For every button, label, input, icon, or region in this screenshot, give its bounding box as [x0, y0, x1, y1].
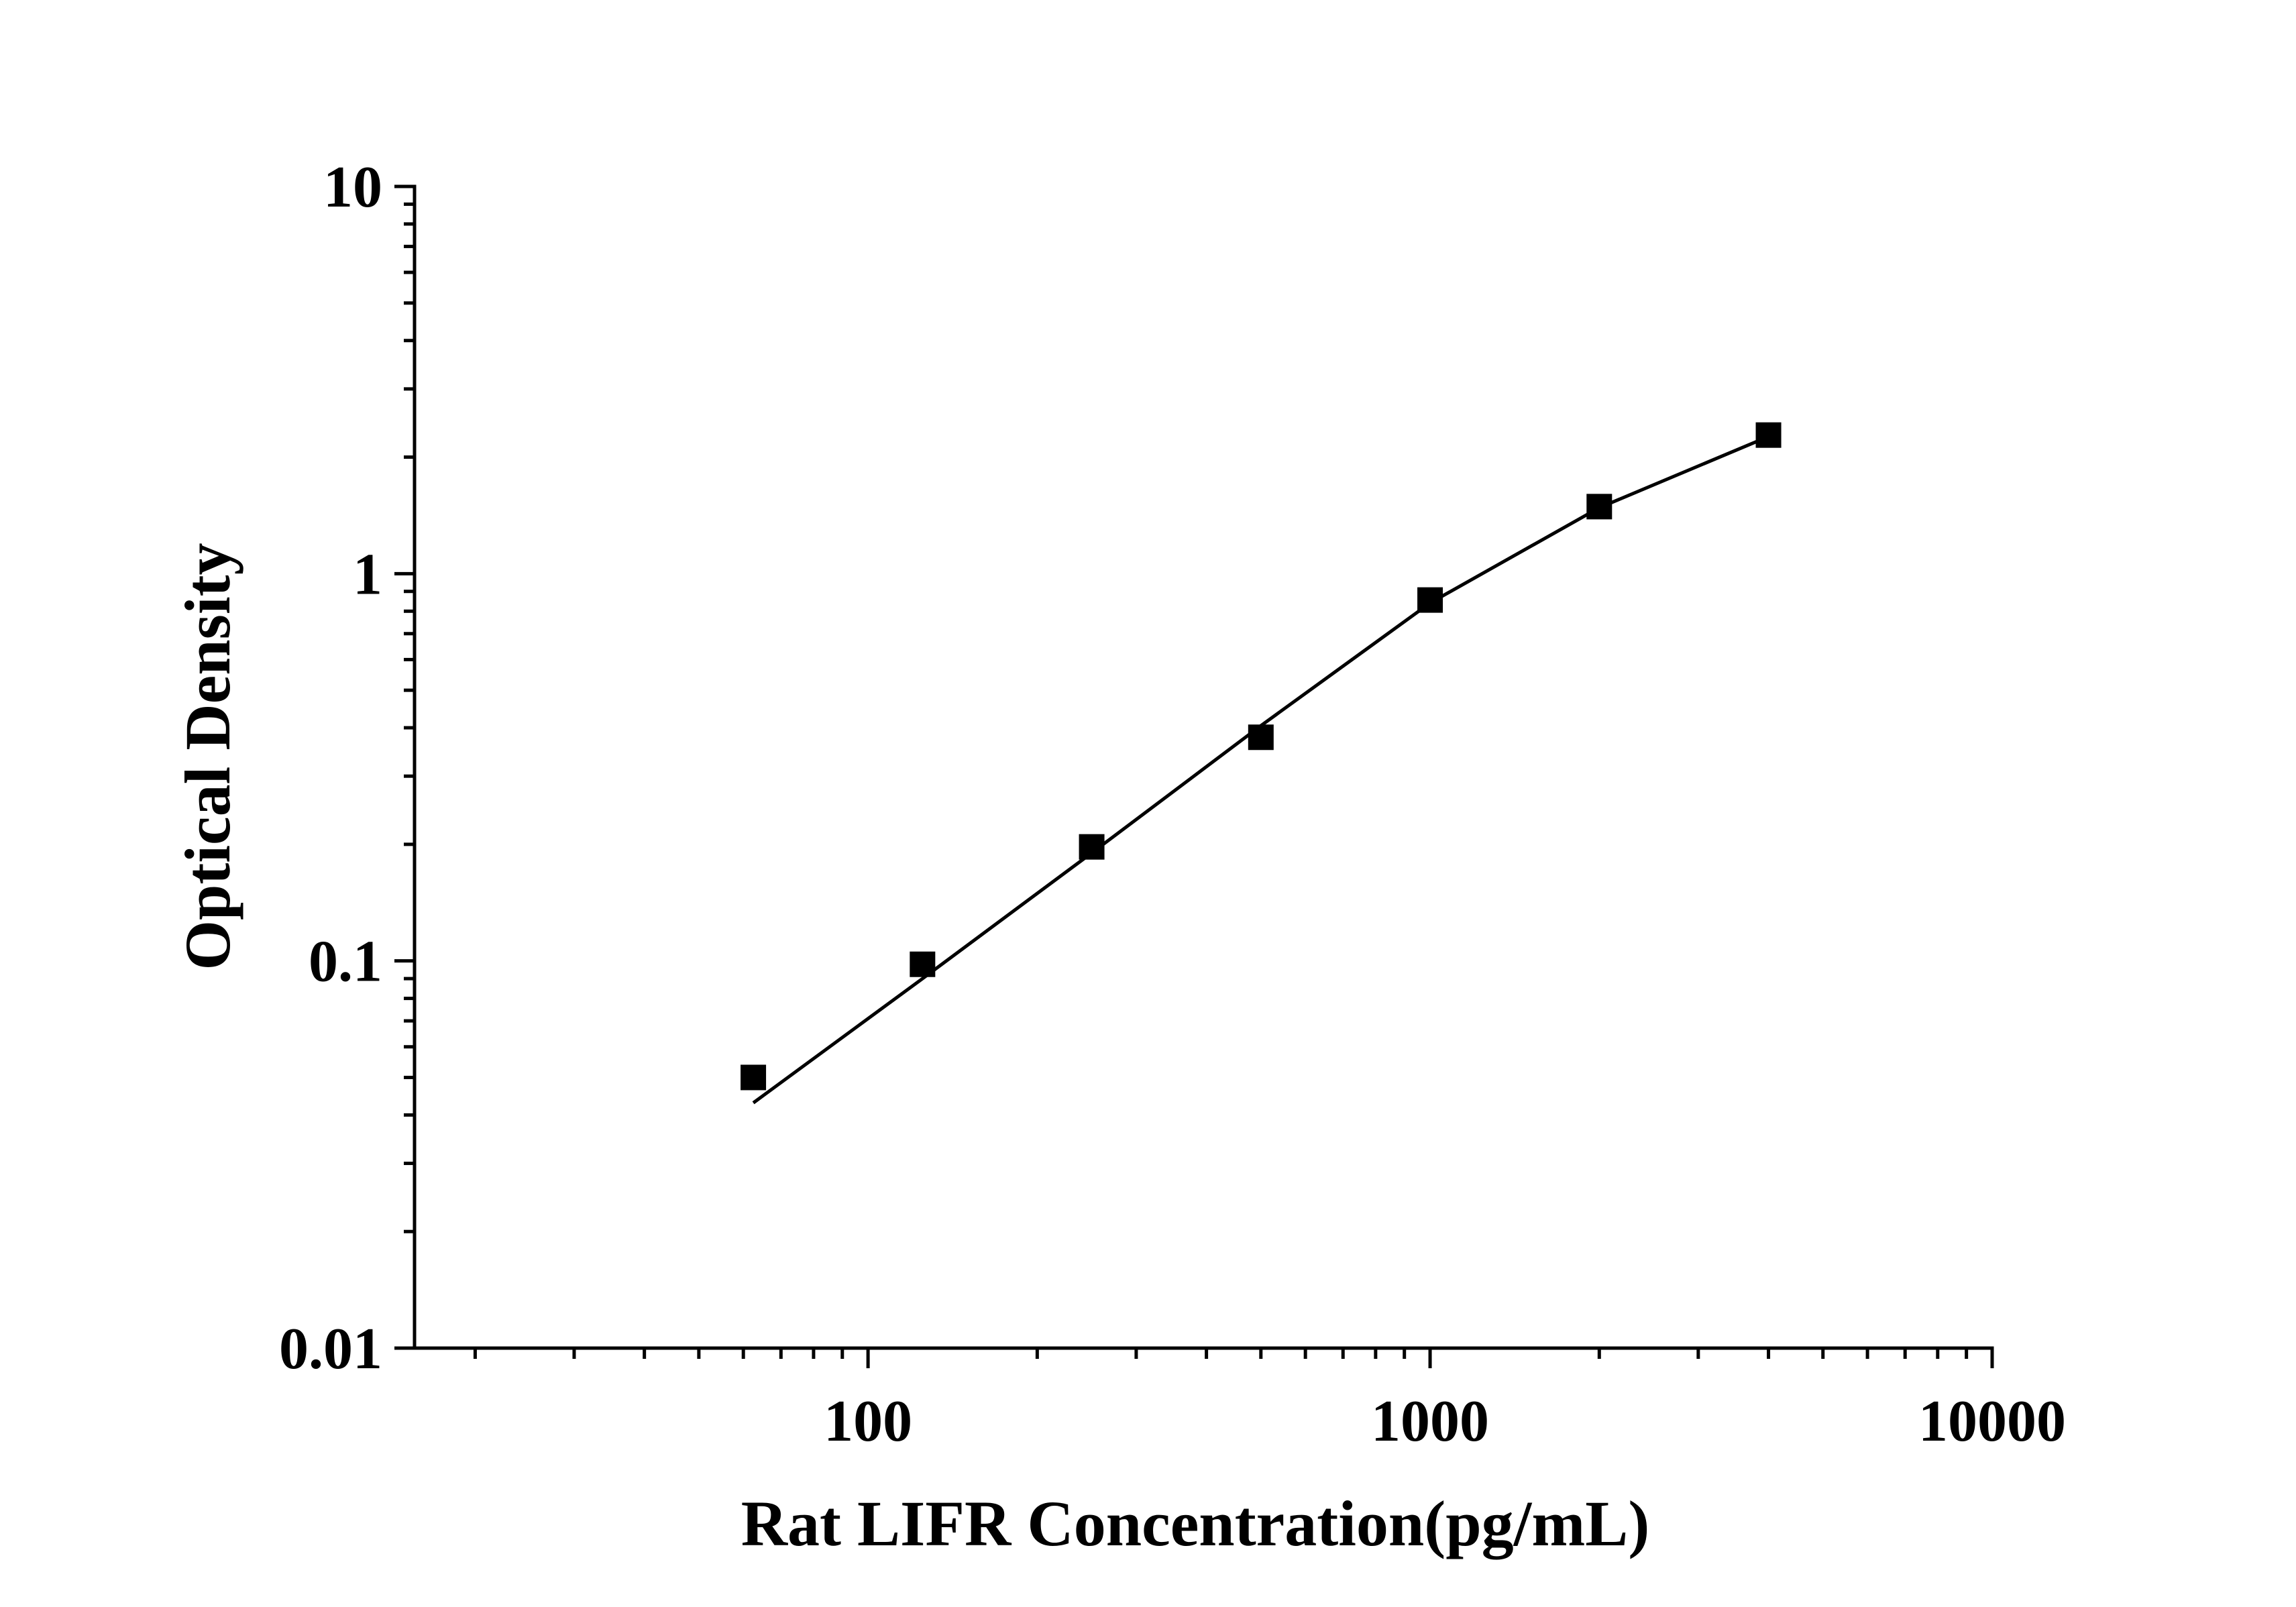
y-tick-label: 1 [353, 542, 382, 607]
data-point-marker [741, 1064, 767, 1091]
fitted-curve [752, 435, 1769, 1105]
y-tick-label: 10 [323, 155, 382, 220]
data-point-marker [1079, 834, 1105, 860]
x-tick-label: 1000 [1371, 1389, 1489, 1454]
axes: 100 1000 10000 0.01 0.1 1 10 [279, 155, 2066, 1454]
y-tick-label: 0.1 [309, 930, 382, 995]
fit-line [752, 435, 1769, 1105]
data-point-marker [1248, 724, 1274, 751]
data-point-marker [1417, 587, 1443, 613]
x-tick-label: 10000 [1918, 1389, 2066, 1454]
y-tick-label: 0.01 [279, 1317, 382, 1382]
data-point-marker [910, 951, 936, 977]
data-point-marker [1755, 422, 1782, 448]
data-points [741, 422, 1782, 1091]
data-point-marker [1586, 494, 1612, 520]
x-tick-label: 100 [824, 1389, 912, 1454]
x-axis-label: Rat LIFR Concentration(pg/mL) [741, 1488, 1650, 1559]
y-axis-label: Optical Density [172, 543, 243, 970]
